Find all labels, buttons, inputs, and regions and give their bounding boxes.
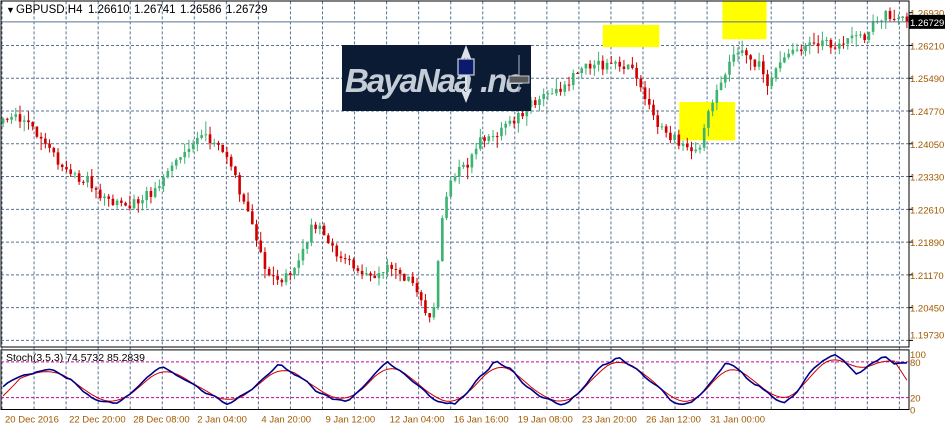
svg-text:GBPUSD,H4: GBPUSD,H4 xyxy=(16,4,83,16)
svg-text:1.26586: 1.26586 xyxy=(180,4,222,16)
svg-text:2 Jan 04:00: 2 Jan 04:00 xyxy=(197,415,247,426)
svg-text:BayaNaa: BayaNaa xyxy=(345,62,472,99)
svg-text:1.22610: 1.22610 xyxy=(910,205,944,216)
svg-text:9 Jan 12:00: 9 Jan 12:00 xyxy=(326,415,376,426)
svg-text:1.23330: 1.23330 xyxy=(910,173,944,184)
svg-text:28 Dec 08:00: 28 Dec 08:00 xyxy=(133,415,190,426)
svg-text:1.26210: 1.26210 xyxy=(910,41,944,52)
svg-text:1.20450: 1.20450 xyxy=(910,304,944,315)
svg-text:1.26741: 1.26741 xyxy=(134,4,176,16)
svg-text:1.26729: 1.26729 xyxy=(226,4,268,16)
svg-text:20 Dec 2016: 20 Dec 2016 xyxy=(5,415,59,426)
svg-text:4 Jan 20:00: 4 Jan 20:00 xyxy=(261,415,311,426)
svg-text:0: 0 xyxy=(910,406,915,417)
svg-text:19 Jan 08:00: 19 Jan 08:00 xyxy=(518,415,573,426)
svg-text:1.25490: 1.25490 xyxy=(910,74,944,85)
svg-text:1.24770: 1.24770 xyxy=(910,107,944,118)
svg-text:16 Jan 16:00: 16 Jan 16:00 xyxy=(454,415,509,426)
svg-text:80: 80 xyxy=(910,358,921,369)
svg-text:31 Jan 00:00: 31 Jan 00:00 xyxy=(710,415,765,426)
svg-text:1.24050: 1.24050 xyxy=(910,140,944,151)
svg-text:12 Jan 04:00: 12 Jan 04:00 xyxy=(390,415,445,426)
svg-text:1.26729: 1.26729 xyxy=(910,18,944,29)
svg-text:23 Jan 20:00: 23 Jan 20:00 xyxy=(582,415,637,426)
svg-text:▼: ▼ xyxy=(6,5,15,15)
svg-text:1.26610: 1.26610 xyxy=(88,4,130,16)
svg-text:1.19730: 1.19730 xyxy=(910,330,944,341)
svg-text:26 Jan 12:00: 26 Jan 12:00 xyxy=(646,415,701,426)
svg-text:1.21170: 1.21170 xyxy=(910,271,944,282)
svg-text:1.21890: 1.21890 xyxy=(910,238,944,249)
svg-text:22 Dec 20:00: 22 Dec 20:00 xyxy=(69,415,126,426)
svg-text:20: 20 xyxy=(910,394,921,405)
